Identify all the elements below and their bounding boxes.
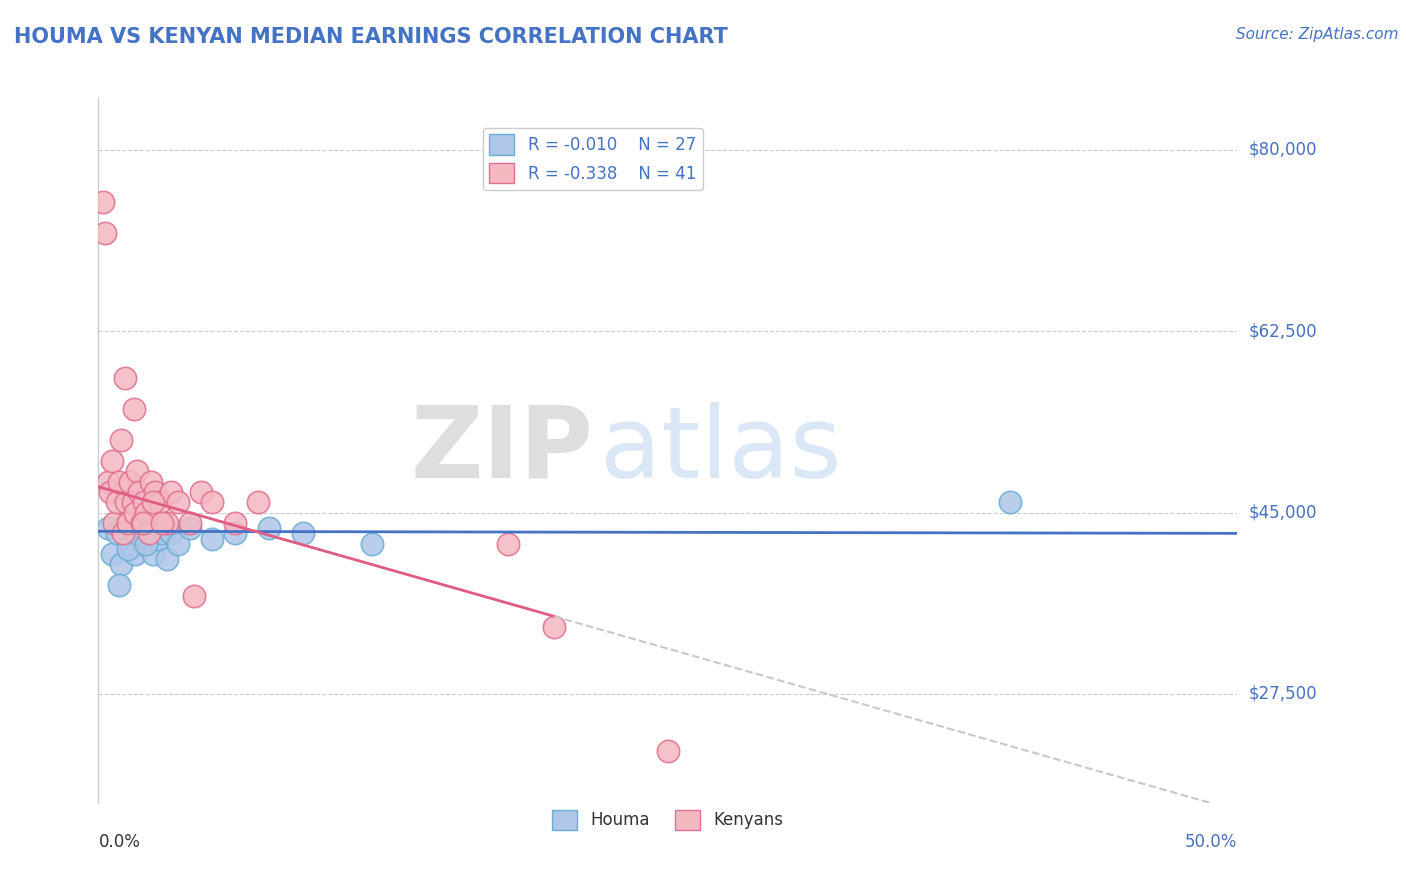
Point <box>96 475 118 489</box>
Point <box>167 495 190 509</box>
Point <box>246 495 269 509</box>
Point <box>179 516 201 530</box>
Point <box>360 537 382 551</box>
Point <box>124 547 146 561</box>
Point <box>160 484 183 499</box>
Point <box>114 495 136 509</box>
Point <box>657 744 679 758</box>
Point <box>122 402 145 417</box>
Point <box>156 516 179 530</box>
Point <box>127 464 149 478</box>
Point <box>128 484 150 499</box>
Point <box>224 526 246 541</box>
Text: HOUMA VS KENYAN MEDIAN EARNINGS CORRELATION CHART: HOUMA VS KENYAN MEDIAN EARNINGS CORRELAT… <box>14 27 728 46</box>
Legend: Houma, Kenyans: Houma, Kenyans <box>546 803 790 837</box>
Point <box>142 547 165 561</box>
Point <box>103 516 125 530</box>
Point <box>128 521 150 535</box>
Point <box>160 526 183 541</box>
Point <box>117 541 139 556</box>
Point <box>135 537 157 551</box>
Point <box>110 433 132 447</box>
Point <box>149 495 172 509</box>
Point <box>94 226 117 240</box>
Point <box>112 526 135 541</box>
Point <box>132 537 155 551</box>
Point <box>183 589 205 603</box>
Point <box>138 526 160 541</box>
Point <box>135 506 157 520</box>
Text: $62,500: $62,500 <box>1249 322 1317 340</box>
Point <box>108 578 131 592</box>
Point <box>150 526 173 541</box>
Point <box>105 526 128 541</box>
Point <box>201 532 224 546</box>
Point <box>498 537 520 551</box>
Point <box>121 495 143 509</box>
Point <box>543 619 565 633</box>
Text: Source: ZipAtlas.com: Source: ZipAtlas.com <box>1236 27 1399 42</box>
Text: 0.0%: 0.0% <box>98 833 141 851</box>
Point <box>190 484 212 499</box>
Text: 50.0%: 50.0% <box>1185 833 1237 851</box>
Point <box>167 537 190 551</box>
Point <box>91 194 114 209</box>
Point <box>145 484 167 499</box>
Point <box>139 475 162 489</box>
Point <box>108 475 131 489</box>
Point <box>127 526 149 541</box>
Point <box>146 532 169 546</box>
Point <box>224 516 246 530</box>
Point <box>110 558 132 572</box>
Text: atlas: atlas <box>599 402 841 499</box>
Point <box>138 526 160 541</box>
Point <box>132 495 155 509</box>
Point <box>117 516 139 530</box>
Point <box>201 495 224 509</box>
Text: ZIP: ZIP <box>411 402 593 499</box>
Point <box>114 516 136 530</box>
Point <box>120 475 142 489</box>
Point <box>150 516 173 530</box>
Text: $80,000: $80,000 <box>1249 141 1317 159</box>
Point <box>120 537 142 551</box>
Point <box>292 526 315 541</box>
Point <box>131 516 153 530</box>
Point <box>124 506 146 520</box>
Text: $45,000: $45,000 <box>1249 504 1317 522</box>
Point <box>101 547 124 561</box>
Point <box>156 552 179 566</box>
Point <box>98 484 121 499</box>
Text: $27,500: $27,500 <box>1249 685 1317 703</box>
Point <box>101 454 124 468</box>
Point <box>179 521 201 535</box>
Point <box>259 521 281 535</box>
Point <box>114 371 136 385</box>
Point <box>105 495 128 509</box>
Point <box>96 521 118 535</box>
Point <box>142 495 165 509</box>
Point <box>132 516 155 530</box>
Point <box>998 495 1021 509</box>
